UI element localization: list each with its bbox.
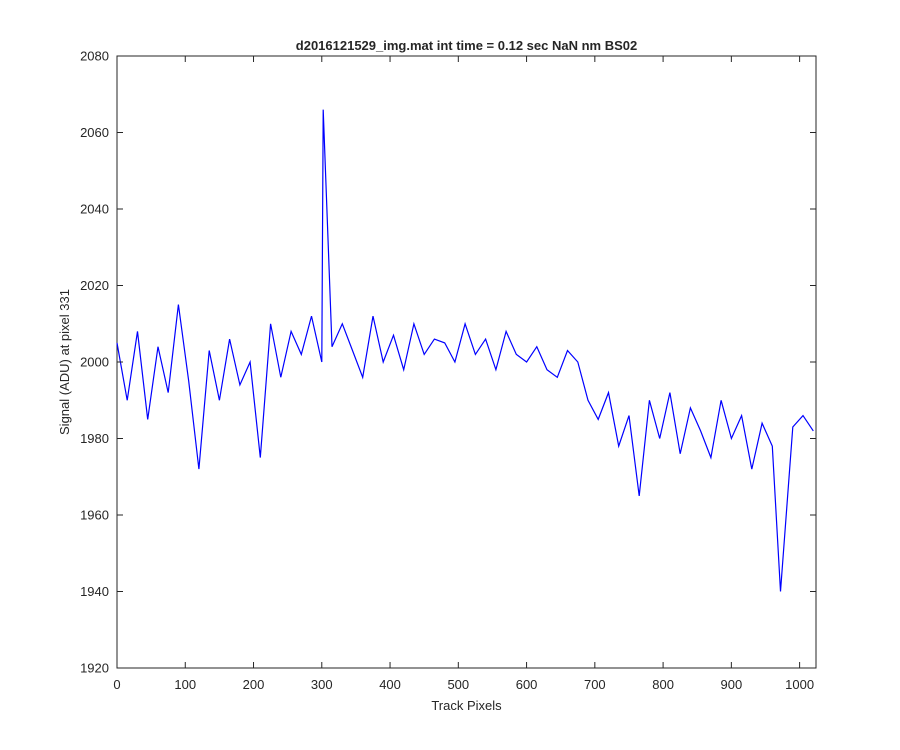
y-axis: 1920 1940 1960 1980 2000 2020 2040 2060 2080 (80, 49, 816, 676)
x-tick-label: 500 (447, 677, 469, 692)
x-tick-label: 600 (516, 677, 538, 692)
series-line-signal (116, 109, 814, 592)
y-tick-label: 1960 (80, 508, 109, 523)
x-axis-label: Track Pixels (431, 698, 502, 713)
x-axis: 0 100 200 300 400 500 600 700 800 900 1000 (113, 56, 814, 692)
y-tick-label: 2000 (80, 355, 109, 370)
y-tick-label: 2020 (80, 278, 109, 293)
x-tick-label: 300 (311, 677, 333, 692)
x-tick-label: 700 (584, 677, 606, 692)
x-tick-label: 800 (652, 677, 674, 692)
x-tick-label: 0 (113, 677, 120, 692)
x-tick-label: 1000 (785, 677, 814, 692)
x-tick-label: 900 (721, 677, 743, 692)
x-tick-label: 100 (174, 677, 196, 692)
x-tick-label: 400 (379, 677, 401, 692)
x-tick-label: 200 (243, 677, 265, 692)
axes-box (116, 55, 817, 669)
y-axis-label: Signal (ADU) at pixel 331 (57, 289, 72, 435)
plot-area (116, 55, 817, 669)
y-tick-label: 1920 (80, 661, 109, 676)
y-tick-label: 1980 (80, 431, 109, 446)
y-tick-label: 2080 (80, 49, 109, 64)
chart-title: d2016121529_img.mat int time = 0.12 sec … (296, 38, 637, 53)
y-tick-label: 2060 (80, 125, 109, 140)
y-tick-label: 2040 (80, 202, 109, 217)
y-tick-label: 1940 (80, 584, 109, 599)
